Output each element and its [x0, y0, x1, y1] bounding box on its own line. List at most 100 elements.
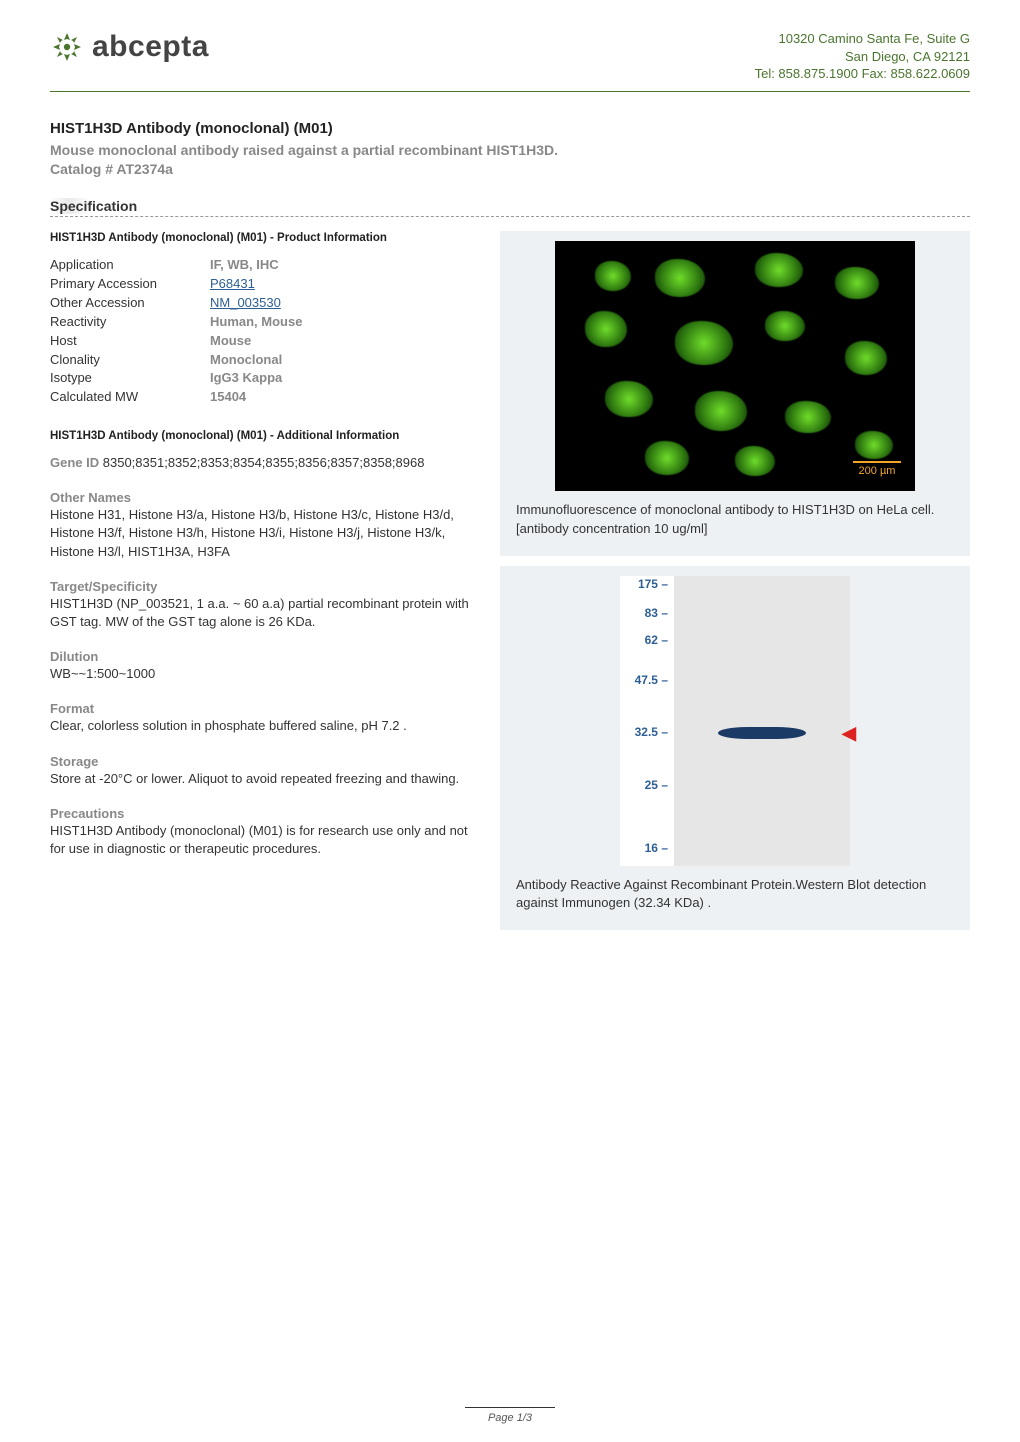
application-key: Application [50, 256, 210, 275]
if-cell [695, 391, 747, 431]
footer-rule [465, 1407, 555, 1408]
application-value: IF, WB, IHC [210, 256, 470, 275]
page-container: abcepta 10320 Camino Santa Fe, Suite G S… [0, 0, 1020, 1442]
target-label: Target/Specificity [50, 579, 470, 594]
row-clonality: Clonality Monoclonal [50, 351, 470, 370]
if-cell [655, 259, 705, 297]
row-reactivity: Reactivity Human, Mouse [50, 313, 470, 332]
primary-accession-key: Primary Accession [50, 275, 210, 294]
format-block: Format Clear, colorless solution in phos… [50, 701, 470, 735]
company-name: abcepta [92, 30, 209, 64]
page-number: Page 1/3 [488, 1412, 532, 1424]
reactivity-key: Reactivity [50, 313, 210, 332]
wb-ladder-mark: 83 [645, 606, 668, 620]
other-accession-link[interactable]: NM_003530 [210, 294, 470, 313]
logo-icon [50, 30, 84, 64]
row-isotype: Isotype IgG3 Kappa [50, 369, 470, 388]
precautions-block: Precautions HIST1H3D Antibody (monoclona… [50, 806, 470, 858]
calculated-mw-key: Calculated MW [50, 388, 210, 407]
othernames-value: Histone H31, Histone H3/a, Histone H3/b,… [50, 506, 470, 561]
wb-ladder-mark: 16 [645, 841, 668, 855]
wb-ladder-mark: 25 [645, 778, 668, 792]
content-columns: HIST1H3D Antibody (monoclonal) (M01) - P… [50, 231, 970, 940]
storage-value: Store at -20°C or lower. Aliquot to avoi… [50, 770, 470, 788]
clonality-key: Clonality [50, 351, 210, 370]
geneid-label: Gene ID [50, 455, 99, 470]
left-column: HIST1H3D Antibody (monoclonal) (M01) - P… [50, 231, 470, 940]
target-value: HIST1H3D (NP_003521, 1 a.a. ~ 60 a.a) pa… [50, 595, 470, 631]
if-cell [835, 267, 879, 299]
format-label: Format [50, 701, 470, 716]
wb-figure-box: 175 83 62 47.5 32.5 25 16 ◀ Antibody Reactive … [500, 566, 970, 930]
row-application: Application IF, WB, IHC [50, 256, 470, 275]
product-info-table: Application IF, WB, IHC Primary Accessio… [50, 256, 470, 407]
primary-accession-link[interactable]: P68431 [210, 275, 470, 294]
precautions-label: Precautions [50, 806, 470, 821]
geneid-block: Gene ID 8350;8351;8352;8353;8354;8355;83… [50, 454, 470, 472]
dilution-value: WB~~1:500~1000 [50, 665, 470, 683]
if-cell [585, 311, 627, 347]
wb-ladder-mark: 47.5 [635, 673, 668, 687]
othernames-label: Other Names [50, 490, 470, 505]
product-subtitle: Mouse monoclonal antibody raised against… [50, 141, 970, 160]
if-cell [645, 441, 689, 475]
target-block: Target/Specificity HIST1H3D (NP_003521, … [50, 579, 470, 631]
if-cell [735, 446, 775, 476]
host-value: Mouse [210, 332, 470, 351]
page-header: abcepta 10320 Camino Santa Fe, Suite G S… [50, 30, 970, 92]
wb-ladder: 175 83 62 47.5 32.5 25 16 [620, 576, 668, 866]
other-accession-key: Other Accession [50, 294, 210, 313]
wb-ladder-mark: 32.5 [635, 725, 668, 739]
isotype-value: IgG3 Kappa [210, 369, 470, 388]
if-cell [605, 381, 653, 417]
wb-ladder-mark: 175 [638, 577, 668, 591]
if-cell [845, 341, 887, 375]
storage-label: Storage [50, 754, 470, 769]
company-logo: abcepta [50, 30, 209, 64]
format-value: Clear, colorless solution in phosphate b… [50, 717, 470, 735]
clonality-value: Monoclonal [210, 351, 470, 370]
if-caption: Immunofluorescence of monoclonal antibod… [510, 501, 960, 541]
othernames-block: Other Names Histone H31, Histone H3/a, H… [50, 490, 470, 561]
row-other-accession: Other Accession NM_003530 [50, 294, 470, 313]
if-figure-box: 200 µm Immunofluorescence of monoclonal … [500, 231, 970, 555]
address-line-1: 10320 Camino Santa Fe, Suite G [755, 30, 970, 48]
dilution-label: Dilution [50, 649, 470, 664]
if-image: 200 µm [555, 241, 915, 491]
if-cell [855, 431, 893, 459]
if-cell [755, 253, 803, 287]
row-host: Host Mouse [50, 332, 470, 351]
wb-caption: Antibody Reactive Against Recombinant Pr… [510, 876, 960, 916]
scalebar: 200 µm [853, 461, 901, 477]
if-cell [785, 401, 831, 433]
company-address: 10320 Camino Santa Fe, Suite G San Diego… [755, 30, 970, 83]
if-cell [675, 321, 733, 365]
product-info-subhead: HIST1H3D Antibody (monoclonal) (M01) - P… [50, 231, 470, 246]
wb-lane: ◀ [674, 576, 850, 866]
additional-info-subhead: HIST1H3D Antibody (monoclonal) (M01) - A… [50, 429, 470, 444]
page-footer: Page 1/3 [0, 1403, 1020, 1424]
wb-ladder-mark: 62 [645, 633, 668, 647]
specification-title: Specification [50, 198, 151, 214]
isotype-key: Isotype [50, 369, 210, 388]
arrow-icon: ◀ [842, 723, 856, 744]
product-title: HIST1H3D Antibody (monoclonal) (M01) [50, 120, 970, 137]
product-header: HIST1H3D Antibody (monoclonal) (M01) Mou… [50, 120, 970, 179]
geneid-value: 8350;8351;8352;8353;8354;8355;8356;8357;… [103, 455, 425, 470]
precautions-value: HIST1H3D Antibody (monoclonal) (M01) is … [50, 822, 470, 858]
if-cell [595, 261, 631, 291]
right-column: 200 µm Immunofluorescence of monoclonal … [500, 231, 970, 940]
reactivity-value: Human, Mouse [210, 313, 470, 332]
calculated-mw-value: 15404 [210, 388, 470, 407]
storage-block: Storage Store at -20°C or lower. Aliquot… [50, 754, 470, 788]
wb-image: 175 83 62 47.5 32.5 25 16 ◀ [620, 576, 850, 866]
dilution-block: Dilution WB~~1:500~1000 [50, 649, 470, 683]
host-key: Host [50, 332, 210, 351]
address-line-3: Tel: 858.875.1900 Fax: 858.622.0609 [755, 65, 970, 83]
product-catalog: Catalog # AT2374a [50, 160, 970, 179]
address-line-2: San Diego, CA 92121 [755, 48, 970, 66]
wb-band [718, 727, 806, 739]
if-cell [765, 311, 805, 341]
specification-header: Specification [50, 198, 970, 217]
row-primary-accession: Primary Accession P68431 [50, 275, 470, 294]
